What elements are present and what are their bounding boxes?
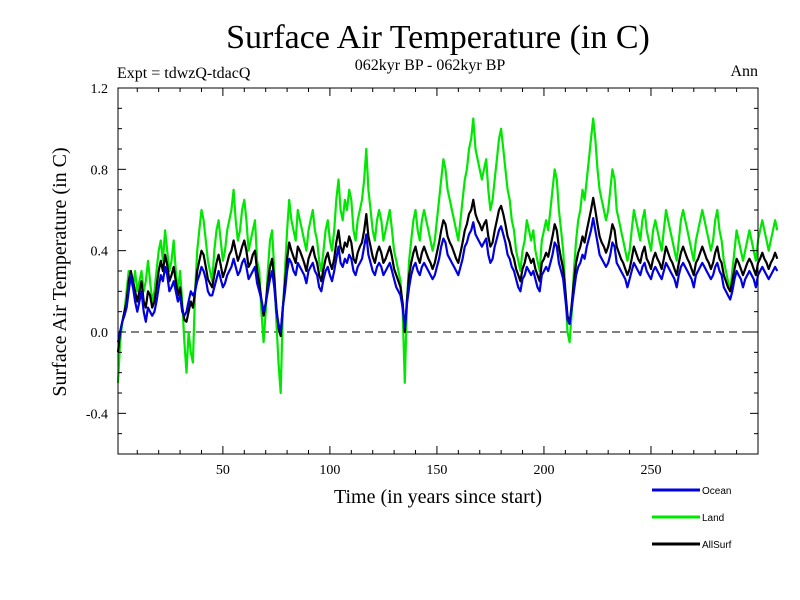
y-tick-label: 0.0	[91, 326, 109, 341]
y-tick-label: 0.4	[91, 245, 109, 260]
x-tick-label: 250	[640, 463, 661, 478]
legend-label-ocean: Ocean	[702, 486, 731, 497]
x-tick-label: 150	[426, 463, 447, 478]
y-axis-label: Surface Air Temperature (in C)	[49, 147, 71, 396]
experiment-label: Expt = tdwzQ-tdacQ	[117, 65, 251, 82]
period-subtitle: 062kyr BP - 062kyr BP	[355, 57, 506, 74]
x-tick-label: 200	[533, 463, 554, 478]
legend-label-land: Land	[702, 513, 724, 524]
series-line-allsurf	[116, 196, 779, 353]
season-label: Ann	[730, 63, 758, 80]
x-axis-label: Time (in years since start)	[334, 486, 542, 508]
y-tick-label: 1.2	[91, 82, 109, 97]
legend-label-allsurf: AllSurf	[702, 540, 732, 551]
x-tick-label: 50	[216, 463, 230, 478]
y-tick-label: 0.8	[91, 163, 109, 178]
plot-area	[116, 117, 779, 395]
series-line-land	[116, 117, 779, 395]
x-tick-label: 100	[319, 463, 340, 478]
series-line-ocean	[116, 217, 779, 343]
chart-title: Surface Air Temperature (in C)	[226, 19, 650, 56]
legend: Ocean Land AllSurf	[652, 486, 732, 551]
x-axis: 50 100 150 200 250	[136, 88, 738, 478]
y-tick-label: -0.4	[86, 407, 108, 422]
y-axis: -0.4 0.0 0.4 0.8 1.2	[86, 82, 758, 455]
